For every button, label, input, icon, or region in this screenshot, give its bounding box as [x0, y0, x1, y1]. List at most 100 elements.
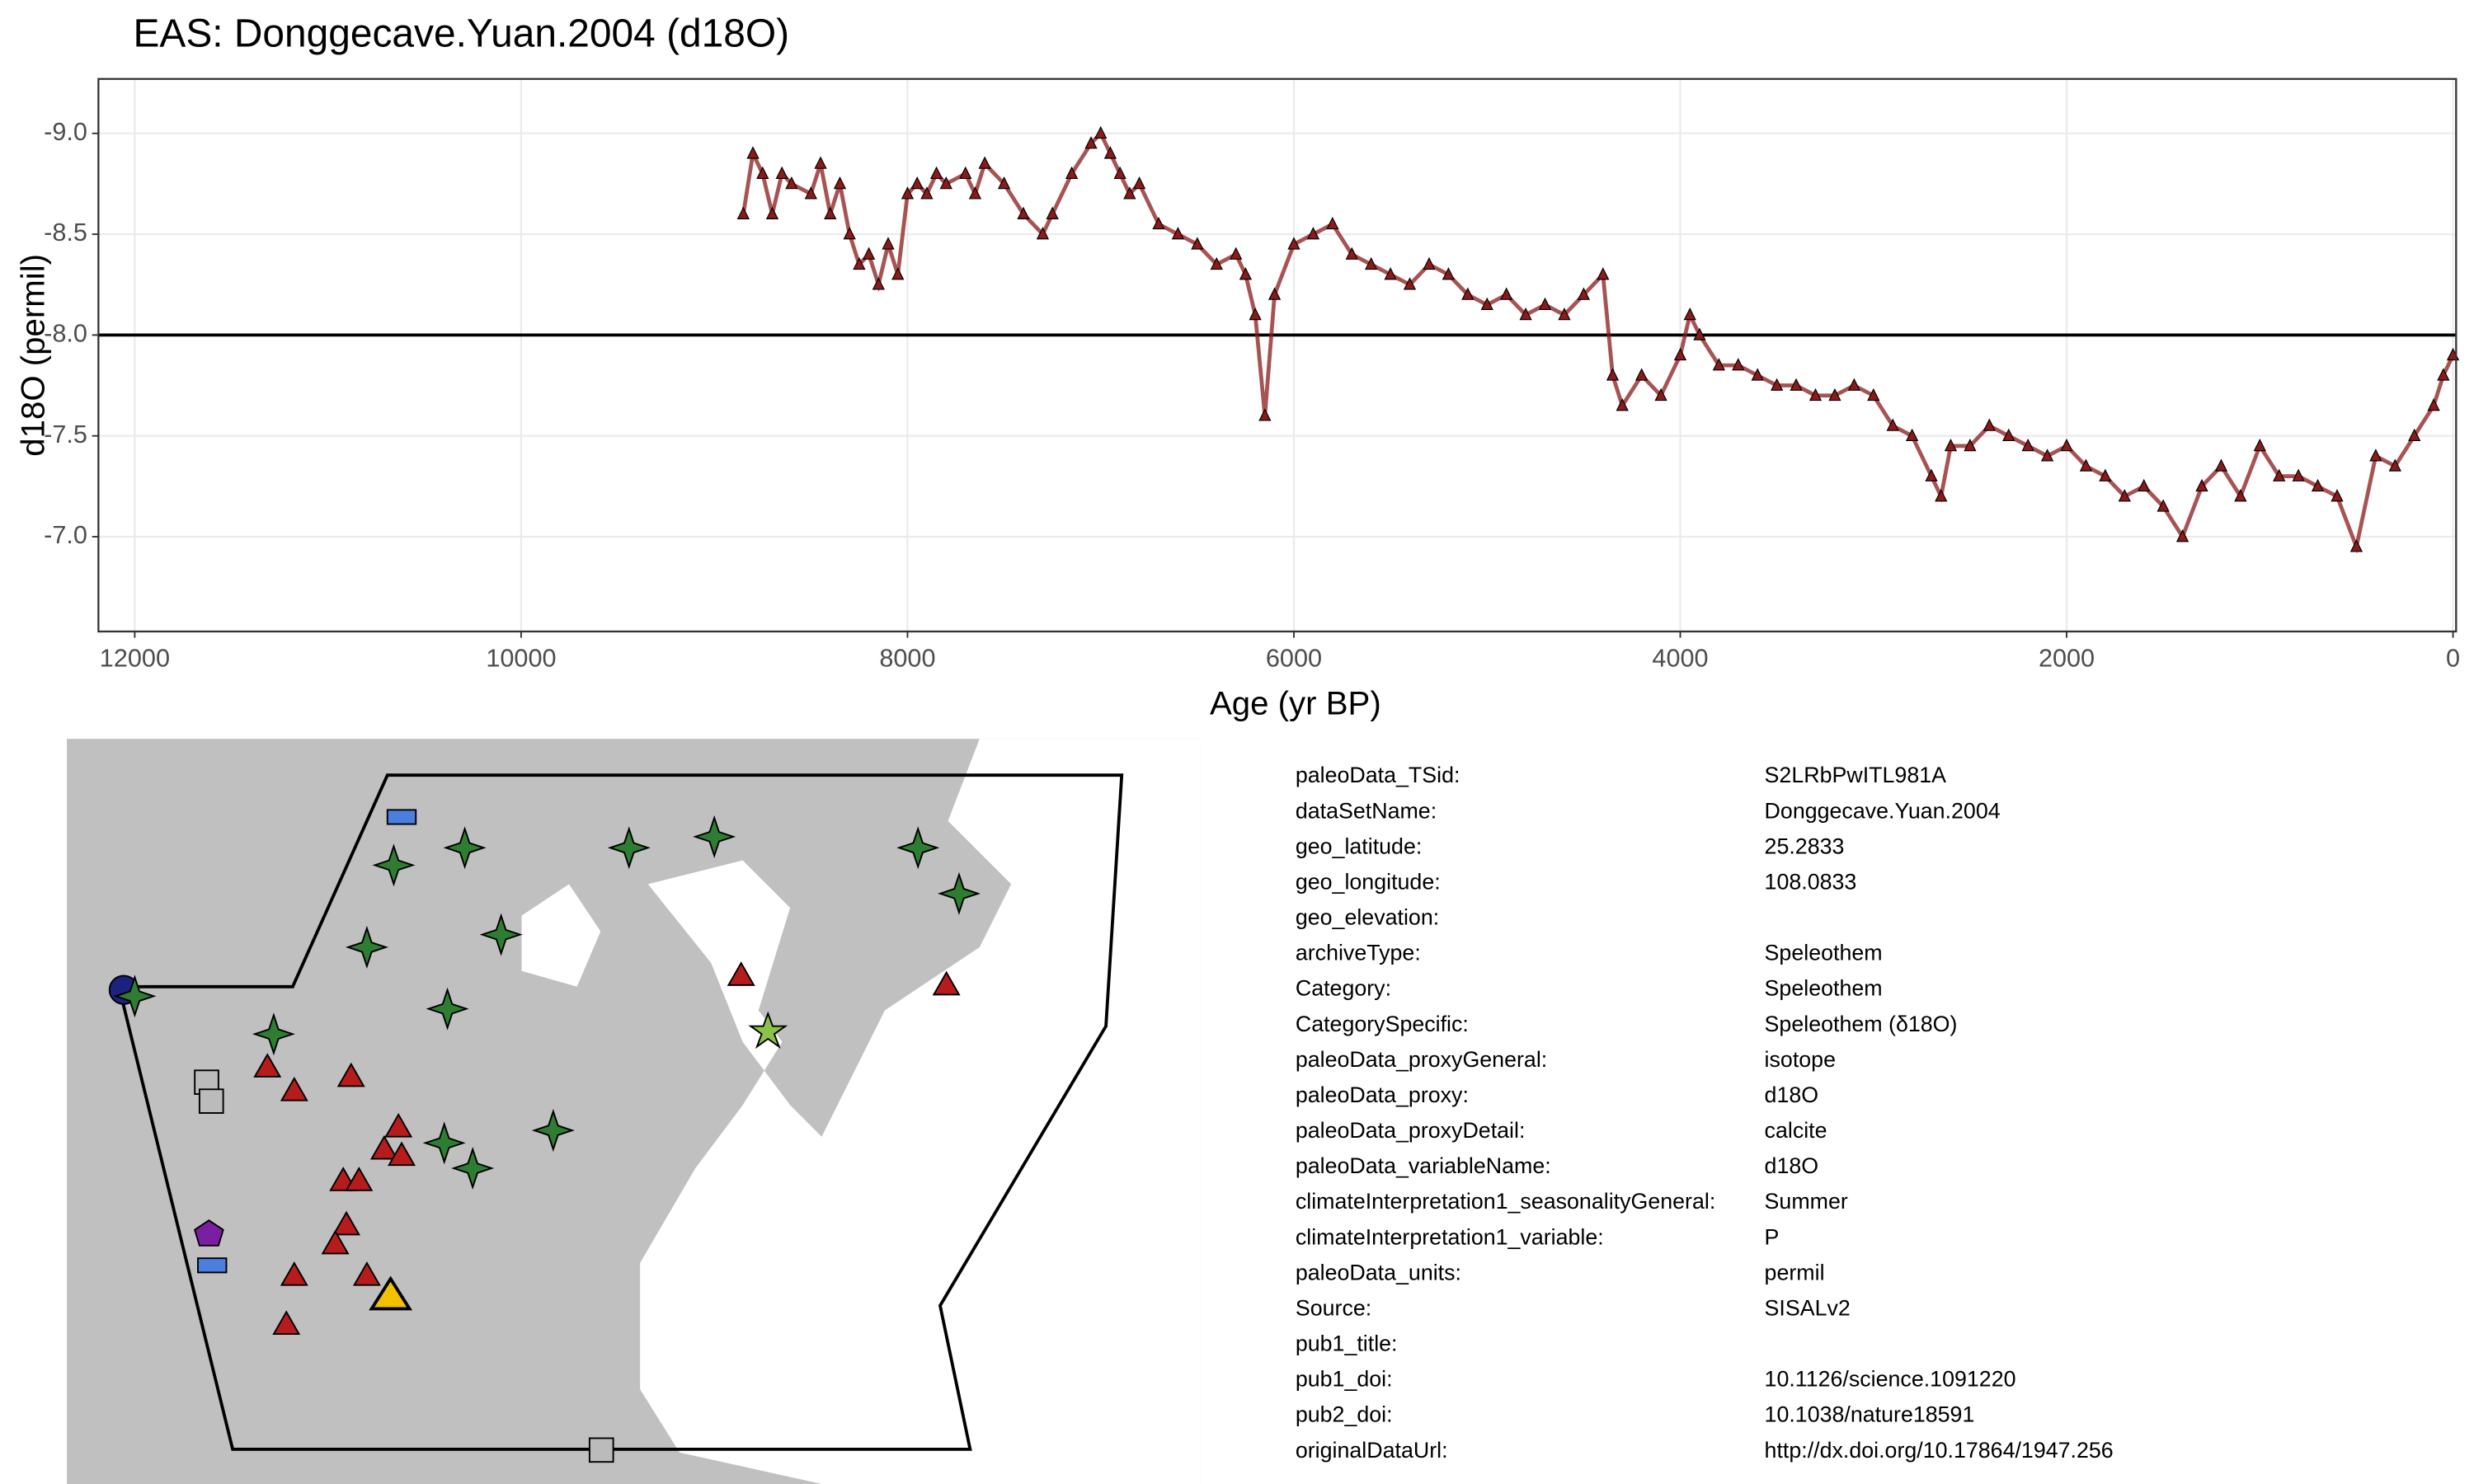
data-point — [1046, 206, 1059, 219]
data-point — [997, 176, 1011, 190]
data-point — [1423, 256, 1436, 270]
metadata-key: archiveType: — [1296, 941, 1421, 965]
site-marker — [748, 1011, 788, 1050]
data-point — [785, 176, 798, 190]
data-point — [1828, 387, 1841, 402]
data-point — [1964, 438, 1977, 452]
metadata-value: Speleothem (δ18O) — [1765, 1012, 1958, 1036]
data-point — [2369, 448, 2382, 462]
data-point — [1712, 358, 1725, 371]
data-point — [862, 247, 876, 260]
data-point — [891, 267, 905, 280]
data-point — [2079, 458, 2093, 472]
x-tick-label: 6000 — [1266, 645, 1322, 673]
data-point — [2311, 478, 2325, 492]
data-point — [978, 156, 991, 169]
data-point — [1017, 206, 1030, 219]
data-point — [939, 176, 952, 190]
metadata-key: paleoData_units: — [1296, 1260, 1461, 1284]
plot-panel — [98, 78, 2457, 632]
data-point — [2427, 398, 2440, 411]
data-point — [1345, 247, 1358, 260]
y-tick-label: -7.5 — [44, 420, 87, 448]
metadata-value: isotope — [1765, 1047, 1836, 1072]
data-point — [2002, 428, 2015, 442]
data-point — [2349, 539, 2363, 552]
metadata-key: paleoData_TSid: — [1296, 763, 1460, 787]
metadata-value: 10.1038/nature18591 — [1765, 1402, 1975, 1427]
data-point — [1365, 256, 1378, 270]
metadata-key: pub1_doi: — [1296, 1367, 1393, 1392]
metadata-key: geo_longitude: — [1296, 869, 1441, 894]
metadata-key: climateInterpretation1_variable: — [1296, 1224, 1604, 1249]
metadata-key: Source: — [1296, 1295, 1371, 1320]
data-point — [1905, 428, 1919, 442]
data-point — [1558, 307, 1571, 321]
data-point — [853, 256, 866, 270]
metadata-value: http://dx.doi.org/10.17864/1947.256 — [1765, 1438, 2114, 1463]
metadata-value: Speleothem — [1765, 976, 1883, 1001]
site-marker — [369, 1275, 413, 1311]
y-axis-label: d18O (permil) — [14, 254, 51, 457]
data-point — [1065, 166, 1079, 180]
plot-border — [97, 77, 2458, 633]
data-point — [1693, 327, 1706, 340]
metadata-value: Summer — [1765, 1189, 1848, 1214]
data-point — [1230, 247, 1243, 260]
data-point — [843, 227, 856, 240]
data-point — [1751, 368, 1764, 381]
data-point — [1306, 227, 1320, 240]
data-point — [1268, 287, 1282, 300]
metadata-value: Donggecave.Yuan.2004 — [1765, 798, 2001, 823]
data-point — [968, 186, 982, 200]
data-point — [1123, 186, 1136, 200]
metadata-key: CategorySpecific: — [1296, 1012, 1469, 1036]
metadata-value: calcite — [1765, 1118, 1827, 1143]
y-tick-label: -8.0 — [44, 319, 87, 347]
metadata-value: Speleothem — [1765, 941, 1883, 965]
data-point — [1103, 146, 1117, 159]
data-point — [1577, 287, 1591, 300]
data-point — [2021, 438, 2034, 452]
data-point — [1538, 297, 1552, 311]
data-point — [2408, 428, 2421, 442]
site-marker — [197, 1257, 228, 1274]
data-point — [1654, 387, 1667, 402]
data-point — [1683, 307, 1696, 321]
x-tick-label: 12000 — [100, 645, 170, 673]
data-point — [872, 277, 885, 290]
metadata-key: paleoData_proxyGeneral: — [1296, 1047, 1547, 1072]
metadata-value: P — [1765, 1224, 1780, 1249]
data-point — [1326, 216, 1339, 230]
data-point — [2195, 478, 2208, 492]
data-point — [1771, 378, 1784, 391]
data-point — [1249, 307, 1262, 321]
data-point — [1403, 277, 1417, 290]
data-point — [1171, 227, 1185, 240]
data-point — [1500, 287, 1513, 300]
data-point — [1152, 216, 1165, 230]
x-axis-label: Age (yr BP) — [1210, 685, 1381, 722]
data-point — [1925, 468, 1938, 481]
x-tick-label: 2000 — [2039, 645, 2095, 673]
region-outline — [116, 773, 1124, 1451]
metadata-key: geo_elevation: — [1296, 905, 1439, 930]
data-point — [2273, 468, 2286, 481]
map — [67, 739, 1201, 1484]
x-tick-label: 4000 — [1652, 645, 1708, 673]
site-marker — [386, 809, 417, 825]
data-point — [2437, 368, 2450, 381]
data-point — [1597, 267, 1610, 280]
data-point — [736, 206, 750, 219]
metadata-key: dataSetName: — [1296, 798, 1437, 823]
data-point — [1732, 358, 1745, 371]
data-point — [2138, 478, 2151, 492]
data-point — [2118, 489, 2131, 502]
metadata-value: 25.2833 — [1765, 834, 1845, 858]
data-point — [910, 176, 924, 190]
data-point — [1113, 166, 1126, 180]
metadata-key: pub1_title: — [1296, 1331, 1398, 1356]
site-marker — [198, 1088, 224, 1114]
metadata-key: paleoData_proxy: — [1296, 1082, 1469, 1107]
